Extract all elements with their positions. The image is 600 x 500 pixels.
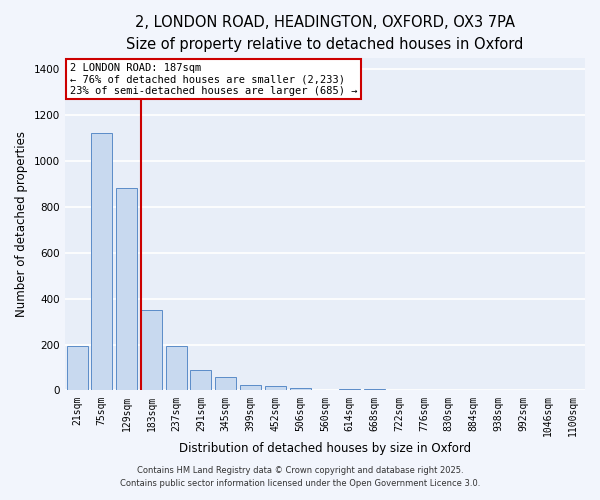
Bar (190, 370, 211, 390)
Bar (166, 346, 187, 391)
Text: 2 LONDON ROAD: 187sqm
← 76% of detached houses are smaller (2,233)
23% of semi-d: 2 LONDON ROAD: 187sqm ← 76% of detached … (70, 62, 358, 96)
Bar (141, 310, 162, 390)
Bar (116, 188, 137, 390)
Bar (215, 377, 236, 390)
Y-axis label: Number of detached properties: Number of detached properties (15, 131, 28, 317)
Bar (91, 134, 112, 390)
Bar (265, 386, 286, 390)
Bar (67, 346, 88, 391)
Bar (339, 388, 360, 390)
Bar (240, 386, 261, 390)
X-axis label: Distribution of detached houses by size in Oxford: Distribution of detached houses by size … (179, 442, 471, 455)
Bar (290, 388, 311, 390)
Title: 2, LONDON ROAD, HEADINGTON, OXFORD, OX3 7PA
Size of property relative to detache: 2, LONDON ROAD, HEADINGTON, OXFORD, OX3 … (126, 15, 524, 52)
Text: Contains HM Land Registry data © Crown copyright and database right 2025.
Contai: Contains HM Land Registry data © Crown c… (120, 466, 480, 487)
